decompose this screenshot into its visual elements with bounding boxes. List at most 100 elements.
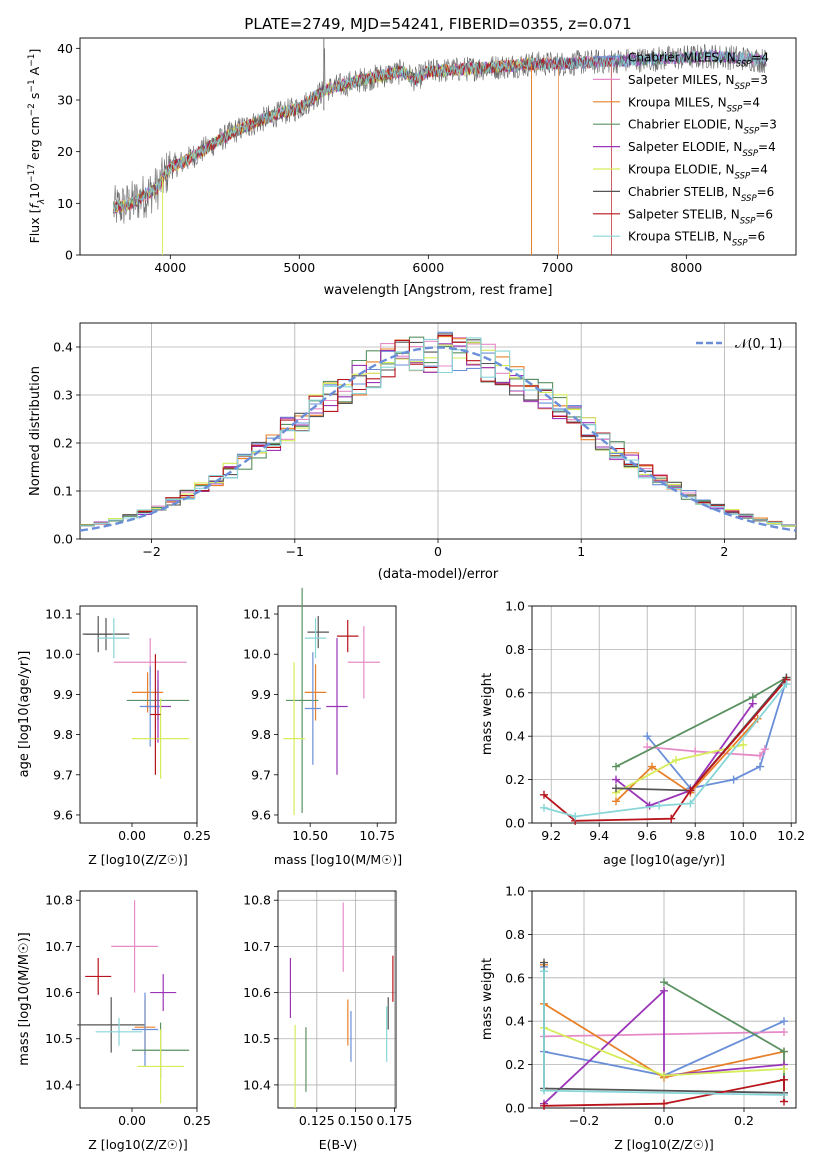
x-tick-label: −2 — [142, 544, 160, 559]
axes-frame — [277, 605, 397, 824]
weight-marker — [612, 784, 620, 793]
axes-frame — [79, 37, 797, 256]
y-tick-label: 1.0 — [505, 884, 525, 899]
weight-marker — [660, 978, 668, 987]
x-tick-label: 9.4 — [589, 828, 609, 843]
weight-series — [543, 988, 785, 1105]
age-mass-xlabel: mass [log10(M/M☉)] — [274, 852, 402, 867]
y-tick-label: 0.4 — [505, 729, 525, 744]
weight-marker — [729, 775, 738, 784]
x-tick-label: 0.125 — [299, 1113, 335, 1128]
x-tick-label: −0.2 — [569, 1113, 599, 1128]
x-tick-label: 0.25 — [183, 828, 211, 843]
x-tick-label: 8000 — [670, 260, 702, 275]
spectrum-xlabel: wavelength [Angstrom, rest frame] — [324, 283, 553, 298]
weight-series — [647, 746, 766, 757]
y-tick-label: 9.6 — [251, 807, 271, 822]
histogram-xlabel: (data-model)/error — [378, 567, 499, 582]
x-tick-label: 7000 — [541, 260, 573, 275]
y-tick-label: 10.8 — [45, 893, 73, 908]
y-tick-label: 10.0 — [45, 647, 73, 662]
mass-z-ylabel: mass [log10(M/M☉)] — [17, 932, 32, 1065]
x-tick-label: −1 — [286, 544, 304, 559]
weight-marker — [648, 762, 656, 771]
x-tick-label: 0 — [434, 544, 442, 559]
weight-marker — [686, 786, 695, 795]
x-tick-label: 0.0 — [654, 1113, 674, 1128]
y-tick-label: 9.6 — [53, 807, 73, 822]
legend-label: Chabrier MILES, NSSP=4 — [628, 51, 769, 70]
mass-weight-vs-metallicity: −0.2 0.0 0.2 0.0 0.2 0.4 0.6 0.8 1.0 — [505, 884, 797, 1128]
weight-age-xlabel: age [log10(age/yr)] — [603, 852, 725, 867]
weight-marker — [660, 1099, 668, 1108]
y-tick-label: 30 — [57, 93, 73, 108]
y-tick-label: 0.4 — [505, 1014, 525, 1029]
y-tick-label: 10.7 — [45, 939, 73, 954]
x-tick-label: 10.2 — [777, 828, 805, 843]
x-tick-label: 10.75 — [359, 828, 395, 843]
y-tick-label: 9.7 — [251, 767, 271, 782]
weight-z-ylabel: mass weight — [480, 958, 495, 1040]
y-tick-label: 0.2 — [53, 436, 73, 451]
x-tick-label: 9.6 — [637, 828, 657, 843]
histogram-series — [80, 337, 796, 527]
axes-frame — [79, 890, 198, 1109]
legend-label: Kroupa MILES, NSSP=4 — [628, 95, 760, 114]
age-vs-metallicity: 0.00 0.25 9.6 9.7 9.8 9.9 10.0 10.1 — [45, 605, 211, 843]
x-tick-label: 0.150 — [338, 1113, 374, 1128]
age-z-xlabel: Z [log10(Z/Z☉)] — [88, 852, 188, 867]
y-tick-label: 0 — [65, 248, 73, 263]
residual-histogram: −2 −1 0 1 2 0.0 0.1 0.2 0.3 0.4 — [53, 322, 797, 559]
y-tick-label: 10.5 — [45, 1031, 73, 1046]
mass-z-xlabel: Z [log10(Z/Z☉)] — [88, 1137, 188, 1152]
axes-frame — [531, 605, 797, 824]
y-tick-label: 40 — [57, 41, 73, 56]
normal-legend-label: 𝒩(0, 1) — [735, 337, 782, 352]
legend-label: Chabrier STELIB, NSSP=6 — [628, 185, 774, 204]
y-tick-label: 0.2 — [505, 1057, 525, 1072]
y-tick-label: 0.0 — [505, 816, 525, 831]
weight-marker — [756, 751, 764, 760]
weight-marker — [612, 797, 620, 806]
weight-marker — [672, 756, 680, 765]
legend-label: Kroupa ELODIE, NSSP=4 — [628, 163, 768, 182]
weight-marker — [540, 967, 548, 976]
x-tick-label: 0.00 — [118, 1113, 146, 1128]
x-tick-label: 0.00 — [118, 828, 146, 843]
y-tick-label: 10.4 — [45, 1077, 73, 1092]
y-tick-label: 10.6 — [45, 985, 73, 1000]
weight-marker — [540, 790, 548, 799]
weight-marker — [739, 740, 748, 749]
mass-vs-extinction: 0.125 0.150 0.175 10.4 10.5 10.6 10.7 10.8 — [243, 890, 413, 1128]
x-tick-label: 10.0 — [729, 828, 757, 843]
y-tick-label: 9.9 — [251, 687, 271, 702]
y-tick-label: 10.1 — [45, 607, 73, 622]
y-tick-label: 0.6 — [505, 970, 525, 985]
weight-marker — [756, 762, 764, 771]
histogram-steps — [80, 331, 796, 527]
x-tick-label: 4000 — [154, 260, 186, 275]
weight-series — [615, 677, 788, 792]
y-tick-label: 9.9 — [53, 687, 73, 702]
x-tick-label: 9.2 — [541, 828, 561, 843]
x-tick-label: 6000 — [412, 260, 444, 275]
x-tick-label: 1 — [577, 544, 585, 559]
weight-marker — [571, 812, 580, 821]
y-tick-label: 10 — [57, 196, 73, 211]
weight-marker — [660, 1071, 668, 1080]
weight-marker — [780, 1090, 788, 1099]
axes-frame — [79, 605, 198, 824]
weight-marker — [780, 1064, 788, 1073]
weight-marker — [667, 814, 676, 823]
x-tick-label: 10.50 — [292, 828, 328, 843]
weight-marker — [780, 1028, 788, 1037]
y-tick-label: 9.7 — [53, 767, 73, 782]
age-z-ylabel: age [log10(age/yr)] — [17, 651, 32, 778]
y-tick-label: 1.0 — [505, 599, 525, 614]
weight-marker — [540, 1086, 548, 1095]
weight-marker — [612, 775, 620, 784]
age-vs-mass: 10.50 10.75 9.6 9.7 9.8 9.9 10.0 10.1 — [243, 587, 397, 843]
y-tick-label: 0.6 — [505, 685, 525, 700]
x-tick-label: 0.175 — [377, 1113, 413, 1128]
